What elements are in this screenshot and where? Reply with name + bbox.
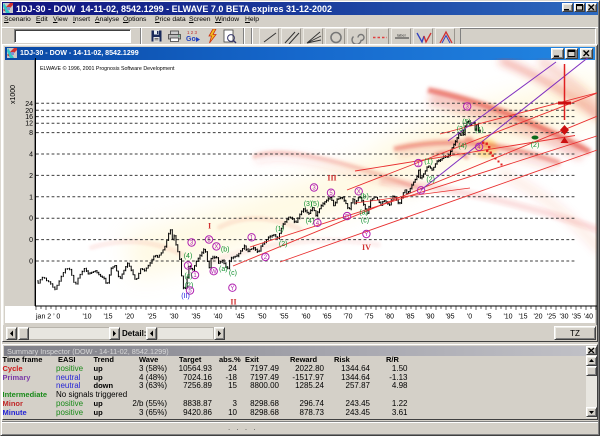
svg-text:4: 4 [477, 145, 481, 151]
svg-text:8: 8 [29, 130, 33, 137]
svg-text:'90: '90 [425, 314, 434, 321]
svg-text:'25: '25 [147, 314, 156, 321]
svg-text:2: 2 [29, 173, 33, 180]
svg-text:0: 0 [29, 259, 33, 266]
svg-text:'35: '35 [572, 314, 581, 321]
svg-text:'35: '35 [191, 314, 200, 321]
svg-text:B: B [345, 214, 349, 220]
svg-text:(a): (a) [359, 209, 368, 216]
svg-text:4: 4 [316, 221, 320, 227]
svg-text:(4): (4) [184, 253, 193, 260]
svg-text:1: 1 [417, 161, 421, 167]
svg-text:(5): (5) [462, 119, 471, 126]
svg-text:(c): (c) [184, 273, 192, 280]
svg-text:(4): (4) [458, 143, 467, 150]
svg-text:'40: '40 [584, 314, 593, 321]
svg-text:'10: '10 [82, 314, 91, 321]
svg-text:'20: '20 [125, 314, 134, 321]
svg-text:(2): (2) [531, 142, 540, 149]
svg-text:I: I [208, 222, 211, 231]
svg-text:(1): (1) [424, 158, 433, 165]
svg-text:'85: '85 [405, 314, 414, 321]
svg-text:'0: '0 [467, 314, 472, 321]
svg-text:(II): (II) [181, 293, 190, 300]
svg-text:'15: '15 [103, 314, 112, 321]
svg-text:X: X [214, 245, 218, 251]
svg-text:'65: '65 [322, 314, 331, 321]
svg-text:(c): (c) [361, 218, 369, 225]
svg-text:(2): (2) [185, 282, 194, 289]
svg-text:2: 2 [419, 189, 423, 195]
svg-text:Y: Y [230, 286, 234, 292]
svg-text:'60: '60 [301, 314, 310, 321]
svg-text:IV: IV [362, 243, 371, 252]
svg-text:'95: '95 [445, 314, 454, 321]
svg-text:(b): (b) [360, 194, 369, 201]
svg-text:'70: '70 [343, 314, 352, 321]
svg-text:(1): (1) [275, 226, 284, 233]
svg-text:(5): (5) [311, 201, 320, 208]
svg-text:5: 5 [207, 238, 211, 244]
svg-text:(c): (c) [229, 270, 237, 277]
svg-text:1 2 3: 1 2 3 [187, 30, 198, 35]
svg-text:(3): (3) [457, 126, 466, 133]
svg-text:16: 16 [25, 114, 33, 121]
svg-text:3: 3 [312, 186, 316, 192]
svg-text:1: 1 [250, 236, 254, 242]
svg-text:12: 12 [25, 121, 33, 128]
svg-text:'30: '30 [559, 314, 568, 321]
svg-text:Y: Y [364, 232, 368, 238]
svg-text:2: 2 [264, 255, 268, 261]
svg-text:'80: '80 [385, 314, 394, 321]
svg-text:'75: '75 [364, 314, 373, 321]
svg-text:'10: '10 [503, 314, 512, 321]
svg-text:'55: '55 [279, 314, 288, 321]
svg-text:'50: '50 [257, 314, 266, 321]
svg-text:'15: '15 [518, 314, 527, 321]
svg-text:0: 0 [29, 216, 33, 223]
svg-text:jan 2 ’ 0: jan 2 ’ 0 [35, 314, 60, 321]
svg-text:'30: '30 [169, 314, 178, 321]
svg-text:20: 20 [25, 108, 33, 115]
svg-text:0: 0 [29, 237, 33, 244]
svg-text:Go: Go [186, 36, 196, 43]
svg-text:3: 3 [190, 241, 194, 247]
svg-text:X: X [357, 190, 361, 196]
svg-text:W: W [211, 269, 217, 275]
svg-text:'20: '20 [533, 314, 542, 321]
svg-text:II: II [230, 298, 236, 307]
svg-text:5: 5 [329, 191, 333, 197]
svg-text:(4): (4) [306, 218, 315, 225]
svg-text:1: 1 [186, 264, 190, 270]
svg-text:'40: '40 [213, 314, 222, 321]
svg-text:1: 1 [29, 194, 33, 201]
svg-text:(2): (2) [426, 177, 435, 184]
svg-text:ELWAVE © 1996, 2001 Prognosis: ELWAVE © 1996, 2001 Prognosis Software D… [40, 65, 175, 72]
svg-text:'45: '45 [235, 314, 244, 321]
svg-text:'25: '25 [547, 314, 556, 321]
svg-text:1: 1 [193, 273, 197, 279]
svg-text:III: III [327, 174, 336, 183]
svg-text:5: 5 [188, 289, 192, 295]
svg-text:(a): (a) [219, 266, 228, 273]
svg-text:(1): (1) [475, 127, 484, 134]
svg-text:24: 24 [25, 101, 33, 108]
svg-text:label: label [397, 33, 406, 38]
svg-text:'5: '5 [486, 314, 491, 321]
svg-text:(2): (2) [279, 241, 288, 248]
svg-text:3: 3 [466, 105, 470, 111]
svg-text:(b): (b) [221, 247, 230, 254]
svg-text:4: 4 [29, 152, 33, 159]
svg-text:(3): (3) [304, 201, 313, 208]
